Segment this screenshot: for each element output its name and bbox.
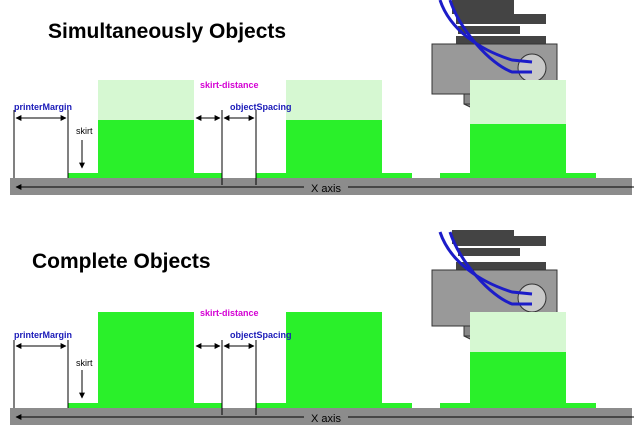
object [98,312,194,408]
x-axis-label: X axis [311,413,341,425]
object-ghost [286,80,382,120]
skirt-distance-label: skirt-distance [200,308,259,318]
object [98,120,194,178]
x-axis-label: X axis [311,183,341,195]
object-ghost [98,80,194,120]
skirt-strip [440,403,596,408]
object [286,312,382,408]
skirt-strip [256,403,412,408]
printer-margin-label: printerMargin [14,330,72,340]
object-ghost [470,80,566,124]
skirt-strip [68,173,222,178]
panel-title: Simultaneously Objects [48,20,286,43]
skirt-strip [68,403,222,408]
object-spacing-label: objectSpacing [230,330,292,340]
skirt-label: skirt [76,126,93,136]
panel-complete: Complete Objects X axis [10,230,634,425]
skirt-strip [256,173,412,178]
printer-margin-label: printerMargin [14,102,72,112]
object [286,120,382,178]
panel-simultaneous: Simultaneously Objects X axis [10,0,634,195]
panel-title: Complete Objects [32,250,211,273]
skirt-strip [440,173,596,178]
object-ghost [470,312,566,352]
skirt-distance-label: skirt-distance [200,80,259,90]
object [470,124,566,178]
object [470,352,566,408]
object-spacing-label: objectSpacing [230,102,292,112]
skirt-label: skirt [76,358,93,368]
